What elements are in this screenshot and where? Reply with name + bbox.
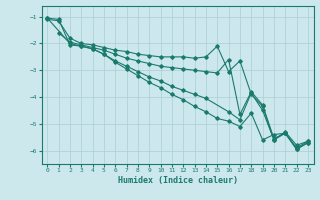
X-axis label: Humidex (Indice chaleur): Humidex (Indice chaleur) (118, 176, 237, 185)
